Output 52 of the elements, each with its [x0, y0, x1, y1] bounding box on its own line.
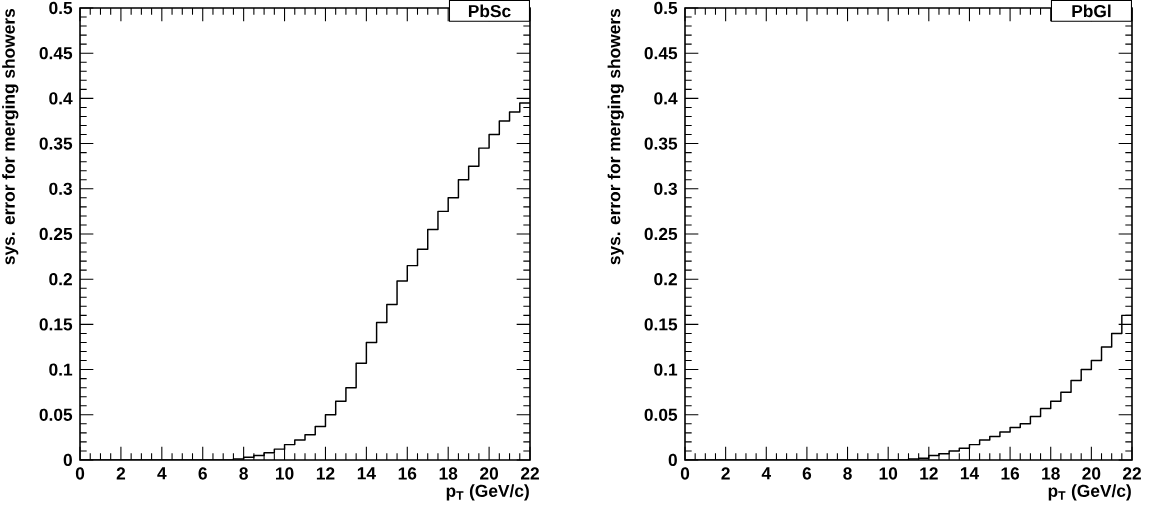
x-tick-label: 2 — [721, 467, 730, 480]
y-tick-label: 0.05 — [39, 408, 73, 421]
x-tick-label: 0 — [75, 467, 85, 480]
y-tick-label: 0.4 — [654, 92, 678, 105]
x-tick-label: 22 — [1122, 467, 1141, 480]
x-tick-label: 4 — [157, 467, 167, 480]
y-tick-label: 0.25 — [39, 227, 73, 241]
x-tick-label: 18 — [1042, 467, 1060, 480]
y-tick-label: 0.45 — [644, 47, 678, 60]
y-tick-label: 0.15 — [39, 318, 73, 331]
y-tick-label: 0.3 — [49, 182, 73, 195]
y-tick-label: 0.25 — [644, 227, 678, 241]
y-tick-label: 0.2 — [654, 273, 677, 286]
x-tick-label: 10 — [879, 467, 898, 480]
x-axis-title: p$_{T}$ (GeV/c) — [446, 484, 529, 501]
y-tick-label: 0.35 — [644, 137, 678, 150]
x-tick-label: 2 — [116, 467, 126, 480]
y-tick-label: 0.5 — [49, 1, 73, 15]
chart-title: PbSc — [468, 4, 511, 18]
x-tick-label: 8 — [239, 467, 248, 480]
y-tick-label: 0.2 — [49, 273, 72, 286]
x-tick-label: 4 — [761, 467, 772, 480]
y-axis-title: sys. error for merging showers — [2, 9, 19, 265]
x-tick-label: 16 — [398, 467, 417, 480]
y-tick-label: 0.05 — [644, 408, 678, 421]
chart-title: PbGl — [1072, 4, 1111, 18]
x-tick-label: 18 — [439, 467, 458, 480]
x-tick-label: 20 — [1082, 467, 1101, 480]
x-tick-label: 14 — [357, 467, 376, 480]
y-tick-label: 0 — [63, 453, 72, 467]
y-axis-title: sys. error for merging showers — [607, 9, 624, 265]
x-tick-label: 0 — [680, 467, 690, 480]
x-tick-label: 12 — [316, 467, 335, 480]
y-tick-label: 0.3 — [654, 182, 677, 195]
x-axis-title: p$_{T}$ (GeV/c) — [1048, 484, 1131, 501]
x-tick-label: 20 — [480, 467, 499, 480]
y-tick-label: 0.5 — [654, 1, 678, 15]
x-tick-label: 22 — [520, 467, 539, 480]
y-tick-label: 0.4 — [49, 92, 73, 105]
x-tick-label: 10 — [276, 467, 294, 480]
y-tick-label: 0.45 — [39, 47, 73, 60]
x-tick-label: 16 — [1001, 467, 1020, 480]
x-tick-label: 6 — [802, 467, 812, 480]
y-tick-label: 0 — [668, 453, 677, 467]
y-tick-label: 0.35 — [39, 137, 73, 150]
y-tick-label: 0.1 — [654, 363, 678, 376]
y-tick-label: 0.1 — [49, 363, 73, 376]
x-tick-label: 6 — [198, 467, 207, 480]
y-tick-label: 0.15 — [644, 318, 678, 331]
x-tick-label: 14 — [960, 467, 980, 480]
x-tick-label: 8 — [843, 467, 852, 480]
x-tick-label: 12 — [920, 467, 938, 480]
